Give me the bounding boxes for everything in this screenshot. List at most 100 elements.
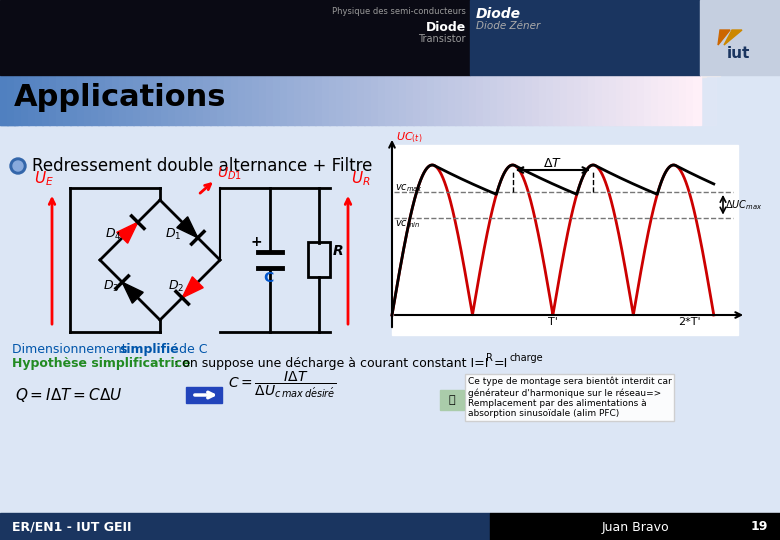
Bar <box>476 75 484 125</box>
Bar <box>516 88 534 89</box>
Bar <box>63 75 71 125</box>
Text: $\Delta UC_{max}$: $\Delta UC_{max}$ <box>725 198 763 212</box>
Bar <box>686 75 702 125</box>
Bar <box>315 102 333 103</box>
Bar <box>42 75 50 125</box>
Bar <box>700 75 716 125</box>
Text: : on suppose une décharge à courant constant I=I: : on suppose une décharge à courant cons… <box>174 357 488 370</box>
Bar <box>358 99 376 100</box>
Bar <box>301 103 319 104</box>
Bar <box>294 75 302 125</box>
Bar <box>643 75 659 125</box>
Bar <box>514 75 530 125</box>
Bar <box>224 75 232 125</box>
Bar <box>115 75 130 125</box>
Text: Diode: Diode <box>476 7 521 21</box>
Bar <box>623 75 631 125</box>
Bar <box>688 76 706 77</box>
Circle shape <box>13 161 23 171</box>
Bar <box>70 75 78 125</box>
Bar <box>105 75 113 125</box>
Bar <box>43 121 61 122</box>
Text: Diode: Diode <box>426 21 466 34</box>
Bar <box>588 75 596 125</box>
Text: iut: iut <box>726 45 750 60</box>
Bar <box>414 75 431 125</box>
Bar <box>587 83 605 84</box>
Bar <box>392 75 400 125</box>
Bar <box>252 75 260 125</box>
Text: de C: de C <box>175 343 207 356</box>
Bar <box>486 75 502 125</box>
Polygon shape <box>117 222 138 243</box>
Text: =I: =I <box>494 357 509 370</box>
Bar <box>553 75 561 125</box>
Bar <box>200 110 218 111</box>
Bar <box>0 513 490 540</box>
Bar <box>0 75 780 125</box>
Bar <box>581 75 589 125</box>
Bar <box>427 75 435 125</box>
Bar <box>215 109 232 110</box>
Bar <box>301 75 309 125</box>
Text: $\Delta T$: $\Delta T$ <box>544 157 562 170</box>
Bar <box>72 75 87 125</box>
Bar <box>672 75 688 125</box>
Bar <box>343 75 351 125</box>
Bar <box>182 75 190 125</box>
Bar <box>686 75 694 125</box>
Bar <box>229 75 245 125</box>
Bar <box>500 75 516 125</box>
Bar <box>530 87 548 88</box>
Bar <box>644 75 652 125</box>
Bar <box>203 75 211 125</box>
Bar <box>387 97 405 98</box>
Text: $vc_{max}$: $vc_{max}$ <box>395 182 423 194</box>
Bar <box>245 75 253 125</box>
Bar <box>322 75 330 125</box>
Bar <box>84 75 92 125</box>
Bar <box>497 75 505 125</box>
Bar <box>186 111 204 112</box>
Bar <box>595 75 603 125</box>
Bar <box>144 114 161 115</box>
Bar <box>470 0 700 75</box>
Bar <box>567 75 575 125</box>
Bar <box>392 145 738 335</box>
Bar <box>378 75 386 125</box>
Bar <box>532 75 540 125</box>
Bar <box>28 75 36 125</box>
Bar <box>243 107 261 108</box>
Bar <box>455 75 463 125</box>
Bar <box>158 113 176 114</box>
Bar <box>443 75 459 125</box>
Bar <box>243 75 259 125</box>
Bar <box>300 75 316 125</box>
Bar <box>672 75 680 125</box>
Bar <box>196 75 204 125</box>
Bar <box>357 75 374 125</box>
Bar <box>665 75 673 125</box>
Bar <box>272 105 290 106</box>
Bar <box>336 75 344 125</box>
Bar <box>14 75 30 125</box>
Bar <box>616 75 624 125</box>
Polygon shape <box>177 217 198 238</box>
Bar <box>133 75 141 125</box>
Bar <box>637 75 645 125</box>
Bar <box>444 93 462 94</box>
Text: T': T' <box>548 317 558 327</box>
Bar <box>490 75 498 125</box>
Polygon shape <box>718 30 730 45</box>
Bar <box>129 115 147 116</box>
Bar <box>259 75 267 125</box>
Bar <box>416 95 434 96</box>
Text: $D_1$: $D_1$ <box>165 227 182 242</box>
Bar <box>462 75 470 125</box>
Bar <box>413 75 421 125</box>
Text: Transistor: Transistor <box>419 34 466 44</box>
Bar <box>91 75 99 125</box>
Bar <box>434 75 442 125</box>
Text: C: C <box>263 271 273 285</box>
Bar <box>693 75 701 125</box>
